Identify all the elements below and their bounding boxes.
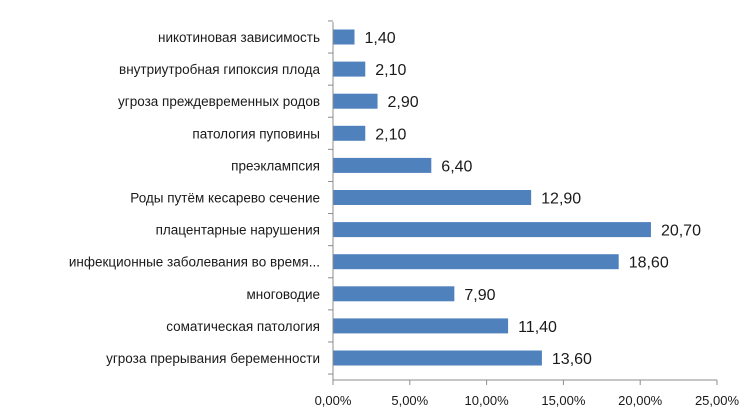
value-labels-group: 1,40 2,10 2,90 2,10 6,40 12,90 20,70 18,60 7,90 1… <box>365 30 702 368</box>
category-label: Роды путём кесарево сечение <box>130 191 320 206</box>
x-tick-label: 10,00% <box>465 393 510 408</box>
bar <box>333 190 532 205</box>
data-label: 11,40 <box>518 319 557 336</box>
bar <box>333 286 455 302</box>
data-label: 2,90 <box>388 94 419 111</box>
axes-group <box>328 20 717 381</box>
category-label: многоводие <box>246 287 320 302</box>
data-label: 6,40 <box>441 158 472 175</box>
x-tick-label: 0,00% <box>315 393 352 408</box>
x-tick-label: 5,00% <box>391 393 428 408</box>
bar <box>333 157 432 173</box>
bar <box>333 350 542 366</box>
data-label: 7,90 <box>464 287 495 304</box>
bar <box>333 93 378 109</box>
x-ticks-group: 0,00% 5,00% 10,00% 15,00% 20,00% 25,00% <box>315 380 740 408</box>
bar <box>333 222 651 238</box>
category-label: угроза преждевременных родов <box>118 94 320 109</box>
data-label: 12,90 <box>541 191 581 208</box>
category-label: преэклампсия <box>231 158 320 173</box>
data-label: 18,60 <box>629 255 669 272</box>
bars-group <box>333 29 651 366</box>
data-label: 20,70 <box>661 223 701 240</box>
bar <box>333 61 366 77</box>
bar <box>333 254 619 270</box>
data-label: 2,10 <box>375 126 406 143</box>
category-label: плацентарные нарушения <box>156 223 320 238</box>
data-label: 13,60 <box>552 351 592 368</box>
category-label: инфекционные заболевания во время... <box>69 255 320 270</box>
category-label: патология пуповины <box>192 126 320 141</box>
bar <box>333 318 509 334</box>
bar <box>333 29 355 45</box>
category-label: угроза прерывания беременности <box>106 351 320 366</box>
x-tick-label: 15,00% <box>541 393 586 408</box>
x-tick-label: 25,00% <box>695 393 740 408</box>
category-label: внутриутробная гипоксия плода <box>119 62 320 77</box>
data-label: 1,40 <box>365 30 396 47</box>
category-label: никотиновая зависимость <box>158 30 320 45</box>
bar <box>333 125 366 141</box>
category-labels-group: никотиновая зависимость внутриутробная ги… <box>69 30 321 366</box>
category-label: соматическая патология <box>166 319 320 334</box>
data-label: 2,10 <box>375 62 406 79</box>
x-tick-label: 20,00% <box>618 393 663 408</box>
